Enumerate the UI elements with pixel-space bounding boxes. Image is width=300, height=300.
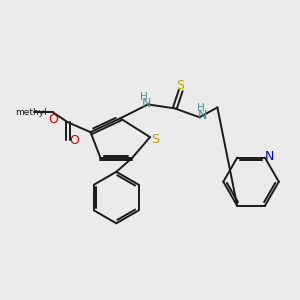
Text: H: H <box>140 92 148 101</box>
Text: N: N <box>265 150 274 163</box>
Text: methyl: methyl <box>15 108 47 117</box>
Text: N: N <box>198 109 207 122</box>
Text: H: H <box>197 103 204 113</box>
Text: O: O <box>48 113 58 126</box>
Text: S: S <box>151 133 159 146</box>
Text: O: O <box>69 134 79 147</box>
Text: N: N <box>141 97 151 110</box>
Text: S: S <box>176 79 184 92</box>
